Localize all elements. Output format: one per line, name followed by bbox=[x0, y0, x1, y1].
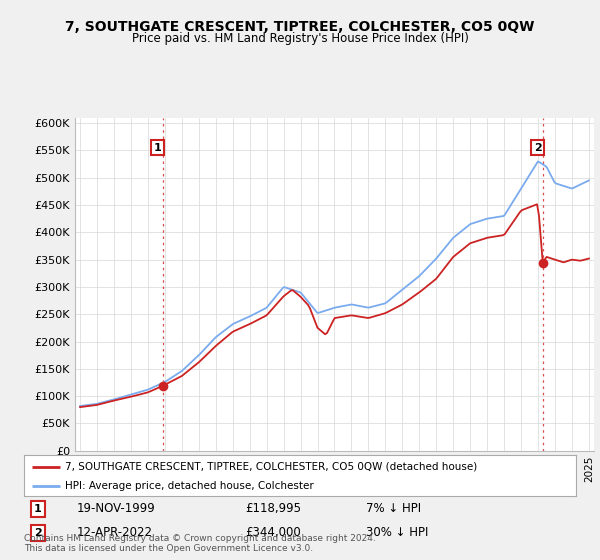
Text: Price paid vs. HM Land Registry's House Price Index (HPI): Price paid vs. HM Land Registry's House … bbox=[131, 32, 469, 45]
Text: HPI: Average price, detached house, Colchester: HPI: Average price, detached house, Colc… bbox=[65, 480, 314, 491]
Text: 12-APR-2022: 12-APR-2022 bbox=[76, 526, 152, 539]
Text: Contains HM Land Registry data © Crown copyright and database right 2024.
This d: Contains HM Land Registry data © Crown c… bbox=[24, 534, 376, 553]
Text: £118,995: £118,995 bbox=[245, 502, 301, 515]
Text: 7% ↓ HPI: 7% ↓ HPI bbox=[366, 502, 421, 515]
Text: 19-NOV-1999: 19-NOV-1999 bbox=[76, 502, 155, 515]
Text: £344,000: £344,000 bbox=[245, 526, 301, 539]
Text: 2: 2 bbox=[534, 143, 542, 153]
Text: 7, SOUTHGATE CRESCENT, TIPTREE, COLCHESTER, CO5 0QW: 7, SOUTHGATE CRESCENT, TIPTREE, COLCHEST… bbox=[65, 20, 535, 34]
Text: 7, SOUTHGATE CRESCENT, TIPTREE, COLCHESTER, CO5 0QW (detached house): 7, SOUTHGATE CRESCENT, TIPTREE, COLCHEST… bbox=[65, 461, 478, 472]
Text: 30% ↓ HPI: 30% ↓ HPI bbox=[366, 526, 428, 539]
Text: 2: 2 bbox=[34, 528, 41, 538]
Text: 1: 1 bbox=[154, 143, 161, 153]
Text: 1: 1 bbox=[34, 504, 41, 514]
